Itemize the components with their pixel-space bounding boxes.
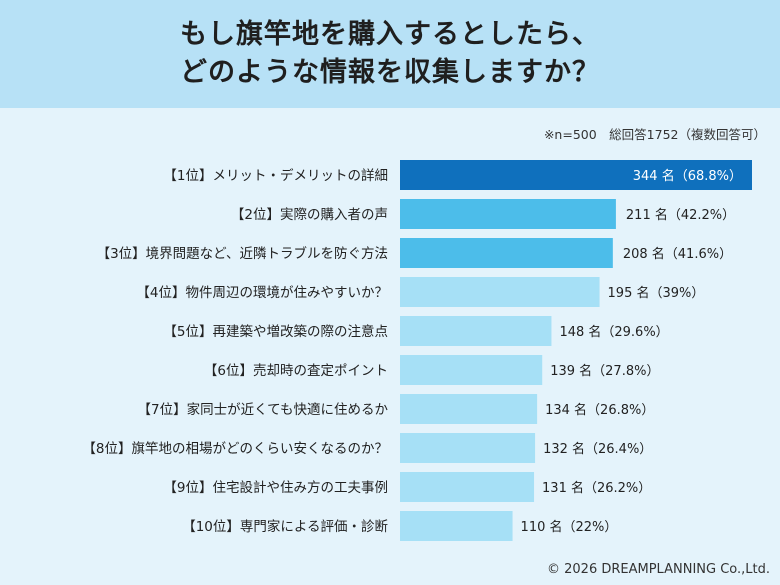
data-label-10: 110 名（22%）	[521, 519, 618, 535]
data-label-3: 208 名（41.6%）	[623, 246, 732, 262]
data-label-9: 131 名（26.2%）	[542, 480, 651, 496]
category-label-2: 【2位】実際の購入者の声	[231, 207, 388, 223]
title-line-1: もし旗竿地を購入するとしたら、	[180, 19, 600, 50]
category-label-4: 【4位】物件周辺の環境が住みやすいか？	[136, 285, 388, 301]
bar-3	[400, 238, 613, 268]
category-label-6: 【6位】売却時の査定ポイント	[204, 363, 388, 379]
bar-2	[400, 199, 616, 229]
bar-8	[400, 433, 536, 463]
data-label-6: 139 名（27.8%）	[550, 363, 659, 379]
bar-4	[400, 277, 600, 307]
sample-note: ※n=500 総回答1752（複数回答可）	[543, 127, 766, 142]
bar-10	[400, 511, 513, 541]
bar-7	[400, 394, 538, 424]
copyright-text: © 2026 DREAMPLANNING Co.,Ltd.	[547, 562, 770, 577]
bar-1	[400, 160, 752, 190]
category-label-8: 【8位】旗竿地の相場がどのくらい安くなるのか？	[82, 441, 388, 457]
data-label-2: 211 名（42.2%）	[626, 207, 735, 223]
bar-5	[400, 316, 552, 346]
title-line-2: どのような情報を収集しますか？	[180, 57, 600, 88]
title-banner: もし旗竿地を購入するとしたら、 どのような情報を収集しますか？	[0, 0, 780, 108]
data-label-4: 195 名（39%）	[608, 285, 705, 301]
data-label-1: 344 名（68.8%）	[633, 168, 742, 184]
category-label-10: 【10位】専門家による評価・診断	[182, 518, 388, 535]
data-label-5: 148 名（29.6%）	[559, 324, 668, 340]
category-label-5: 【5位】再建築や増改築の際の注意点	[163, 323, 388, 340]
data-label-7: 134 名（26.8%）	[545, 402, 654, 418]
data-label-8: 132 名（26.4%）	[543, 441, 652, 457]
bar-9	[400, 472, 535, 502]
category-label-3: 【3位】境界問題など、近隣トラブルを防ぐ方法	[97, 245, 388, 262]
category-label-7: 【7位】家同士が近くても快適に住めるか	[137, 401, 388, 418]
bar-6	[400, 355, 543, 385]
category-label-1: 【1位】メリット・デメリットの詳細	[163, 167, 388, 184]
category-label-9: 【9位】住宅設計や住み方の工夫事例	[163, 480, 388, 496]
